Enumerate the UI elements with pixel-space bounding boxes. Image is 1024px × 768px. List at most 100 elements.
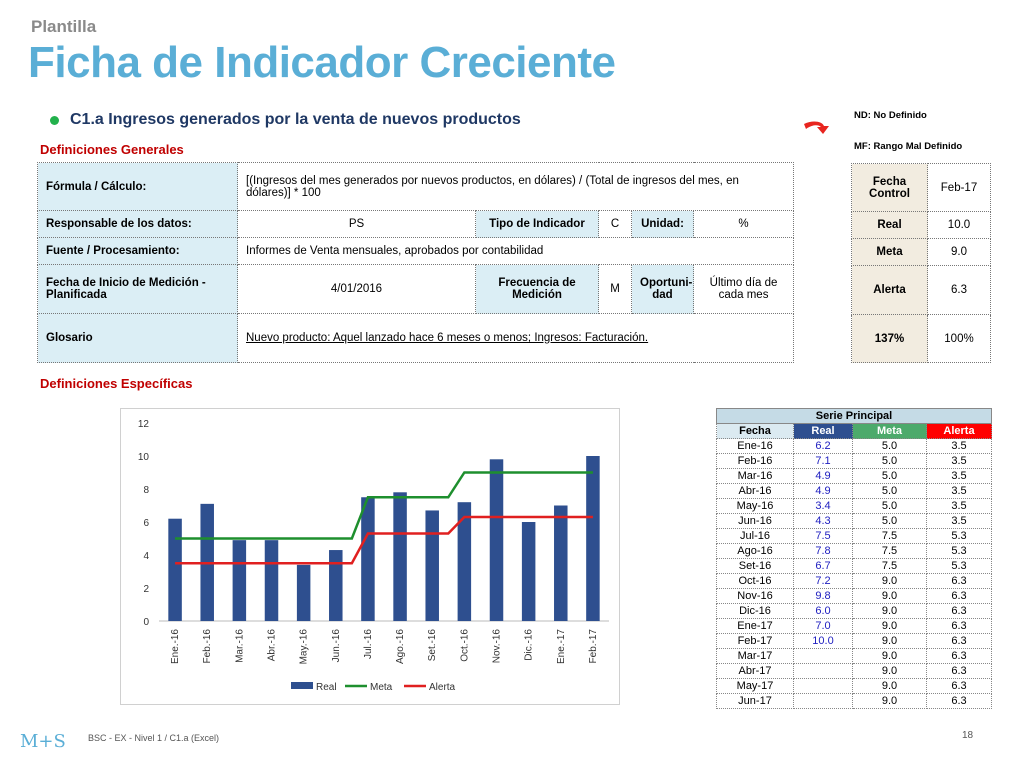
row-meta: 5.0: [852, 483, 927, 499]
row-real: [793, 663, 853, 679]
section-specific-heading: Definiciones Específicas: [40, 376, 193, 391]
x-tick-label: May.-16: [299, 629, 310, 665]
row-fecha: May-16: [716, 498, 794, 514]
row-alerta: 6.3: [926, 603, 992, 619]
table-row: May-16 3.4 5.0 3.5: [716, 498, 992, 514]
row-real: 3.4: [793, 498, 853, 514]
x-tick-label: Feb.-17: [588, 629, 599, 664]
table-row: Ene-17 7.0 9.0 6.3: [716, 618, 992, 634]
row-fecha: Dic-16: [716, 603, 794, 619]
bar-real: [361, 497, 375, 621]
row-fecha: Nov-16: [716, 588, 794, 604]
row-fecha: Abr-17: [716, 663, 794, 679]
row-meta: 9.0: [852, 588, 927, 604]
indicator-title: C1.a Ingresos generados por la venta de …: [70, 111, 521, 128]
footer-text: BSC - EX - Nivel 1 / C1.a (Excel): [88, 733, 220, 743]
table-row: Abr-17 9.0 6.3: [716, 663, 992, 679]
row-alerta: 6.3: [926, 633, 992, 649]
y-tick-label: 8: [143, 485, 149, 496]
row-alerta: 6.3: [926, 693, 992, 709]
row-meta: 5.0: [852, 498, 927, 514]
table-row: Mar-17 9.0 6.3: [716, 648, 992, 664]
glossary-value: Nuevo producto: Aquel lanzado hace 6 mes…: [236, 313, 795, 363]
status-pct-label: 137%: [851, 314, 928, 363]
bullet-dot-icon: [50, 116, 59, 125]
x-tick-label: Ene.-16: [170, 629, 181, 664]
note-nd: ND: No Definido: [854, 110, 927, 121]
section-general-heading: Definiciones Generales: [40, 142, 184, 157]
legend-label: Real: [316, 682, 337, 693]
row-fecha: Ene-17: [716, 618, 794, 634]
bar-real: [425, 510, 439, 621]
source-value: Informes de Venta mensuales, aprobados p…: [236, 237, 795, 265]
glossary-label: Glosario: [37, 313, 238, 363]
row-alerta: 6.3: [926, 573, 992, 589]
status-alert-value: 6.3: [927, 265, 991, 315]
table-row: Jun-17 9.0 6.3: [716, 693, 992, 709]
y-tick-label: 2: [143, 584, 149, 595]
table-row: Ago-16 7.8 7.5 5.3: [716, 543, 992, 559]
x-tick-label: Jun.-16: [331, 629, 342, 663]
bar-real: [232, 540, 247, 621]
bar-real: [554, 505, 568, 621]
row-fecha: Mar-17: [716, 648, 794, 664]
row-fecha: Jul-16: [716, 528, 794, 544]
source-label: Fuente / Procesamiento:: [37, 237, 238, 265]
line-meta: [175, 471, 593, 540]
row-alerta: 6.3: [926, 588, 992, 604]
bar-real: [489, 459, 504, 621]
row-alerta: 6.3: [926, 618, 992, 634]
row-alerta: 5.3: [926, 558, 992, 574]
row-real: [793, 693, 853, 709]
x-tick-label: Mar.-16: [234, 629, 245, 663]
x-tick-label: Ene.-17: [556, 629, 567, 664]
row-meta: 9.0: [852, 678, 927, 694]
responsible-label: Responsable de los datos:: [37, 210, 238, 238]
y-tick-label: 0: [143, 617, 149, 628]
bar-real: [329, 550, 343, 621]
row-meta: 7.5: [852, 528, 927, 544]
header-alerta: Alerta: [926, 423, 992, 439]
row-real: 7.0: [793, 618, 853, 634]
legend-label: Meta: [370, 682, 393, 693]
row-meta: 9.0: [852, 603, 927, 619]
row-real: 9.8: [793, 588, 853, 604]
row-meta: 9.0: [852, 618, 927, 634]
table-row: Oct-16 7.2 9.0 6.3: [716, 573, 992, 589]
row-real: [793, 648, 853, 664]
row-alerta: 6.3: [926, 663, 992, 679]
row-fecha: Mar-16: [716, 468, 794, 484]
row-alerta: 3.5: [926, 513, 992, 529]
status-pct-value: 100%: [927, 314, 991, 363]
unit-label: Unidad:: [631, 210, 694, 238]
status-meta-label: Meta: [851, 238, 928, 266]
row-fecha: Feb-16: [716, 453, 794, 469]
row-alerta: 5.3: [926, 528, 992, 544]
opportunity-label: Oportuni-dad: [631, 264, 694, 314]
bar-real: [296, 564, 311, 621]
table-row: Abr-16 4.9 5.0 3.5: [716, 483, 992, 499]
row-meta: 9.0: [852, 633, 927, 649]
row-alerta: 3.5: [926, 438, 992, 454]
responsible-value: PS: [237, 210, 476, 238]
bar-real: [264, 540, 279, 621]
row-alerta: 3.5: [926, 483, 992, 499]
row-alerta: 3.5: [926, 468, 992, 484]
series-table-body: Ene-16 6.2 5.0 3.5 Feb-16 7.1 5.0 3.5 Mar-16 4.9 5…: [716, 438, 992, 709]
row-real: 6.7: [793, 558, 853, 574]
table-row: Ene-16 6.2 5.0 3.5: [716, 438, 992, 454]
x-tick-label: Dic.-16: [524, 629, 535, 661]
table-row: May-17 9.0 6.3: [716, 678, 992, 694]
bar-real: [586, 456, 600, 621]
x-tick-label: Nov.-16: [492, 629, 503, 664]
status-table: Fecha Control Feb-17 Real 10.0 Meta 9.0 …: [851, 163, 991, 363]
bar-real: [521, 522, 536, 621]
table-row: Feb-17 10.0 9.0 6.3: [716, 633, 992, 649]
row-meta: 9.0: [852, 573, 927, 589]
row-meta: 9.0: [852, 663, 927, 679]
table-row: Mar-16 4.9 5.0 3.5: [716, 468, 992, 484]
row-fecha: Oct-16: [716, 573, 794, 589]
chart-svg: 0 2 4 6 8 10 12 Ene.-16 Feb.-16 Mar.-16 Abr.-16 May…: [138, 419, 609, 693]
header-meta: Meta: [852, 423, 927, 439]
row-real: 7.5: [793, 528, 853, 544]
